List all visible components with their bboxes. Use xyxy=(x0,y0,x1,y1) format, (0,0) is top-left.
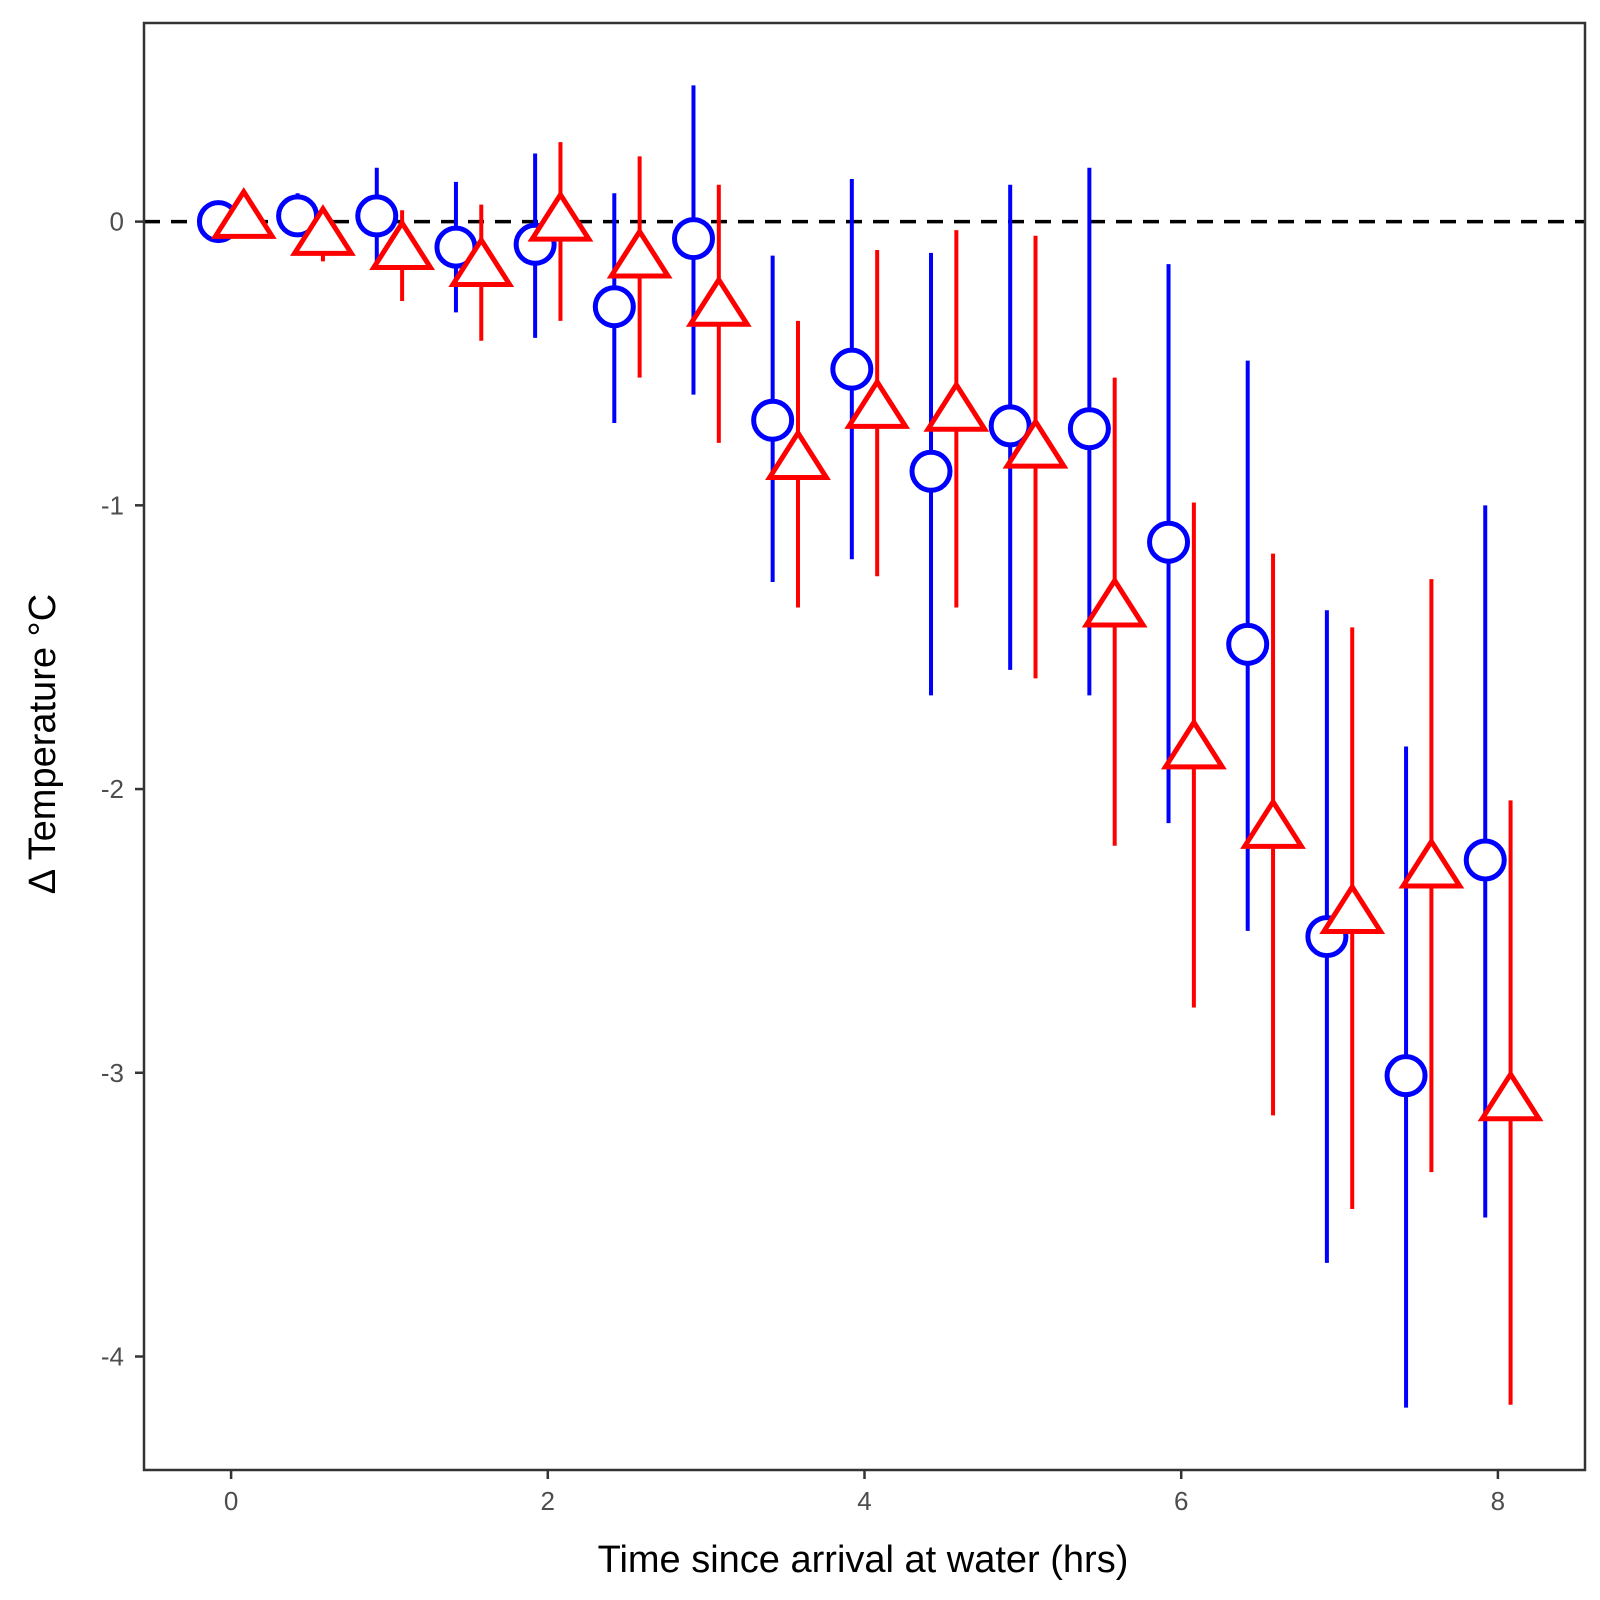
triangle-series xyxy=(210,142,1544,1405)
triangle-series-point-9 xyxy=(923,380,990,432)
y-tick-label: -1 xyxy=(101,490,124,520)
circle-series-point-8 xyxy=(830,347,874,391)
x-tick-label: 8 xyxy=(1491,1486,1505,1516)
axes: 0 2 4 6 8 0 -1 -2 -3 -4 xyxy=(101,21,1587,1516)
circle-series-point-16 xyxy=(1463,838,1507,882)
triangle-series-point-8 xyxy=(844,377,911,429)
circle-series-point-5 xyxy=(592,285,636,329)
x-tick-label: 6 xyxy=(1174,1486,1188,1516)
triangle-series-point-16 xyxy=(1477,1069,1544,1122)
y-tick-label: -2 xyxy=(101,774,124,804)
triangle-series-point-6 xyxy=(685,275,752,327)
y-tick-label: -4 xyxy=(101,1342,124,1372)
circle-series-point-11 xyxy=(1067,407,1111,451)
y-tick-label: 0 xyxy=(110,207,124,237)
circle-series-point-12 xyxy=(1147,520,1191,564)
panel-border xyxy=(142,21,1587,1472)
triangle-series-point-2 xyxy=(369,218,436,271)
x-tick-label: 0 xyxy=(224,1486,238,1516)
triangle-series-point-7 xyxy=(765,428,831,480)
circle-series xyxy=(196,85,1507,1408)
triangle-series-point-3 xyxy=(448,235,515,288)
triangle-series-point-0 xyxy=(210,187,277,239)
triangle-series-point-14 xyxy=(1319,882,1386,934)
triangle-series-point-10 xyxy=(1002,416,1069,469)
triangle-series-point-12 xyxy=(1160,717,1227,770)
triangle-series-point-11 xyxy=(1081,575,1148,628)
triangle-series-point-15 xyxy=(1398,836,1465,889)
circle-series-point-10 xyxy=(988,404,1032,448)
y-tick-label: -3 xyxy=(101,1058,124,1088)
circle-series-point-9 xyxy=(909,449,953,493)
x-axis-title: Time since arrival at water (hrs) xyxy=(598,1539,1129,1581)
x-tick-label: 2 xyxy=(541,1486,555,1516)
triangle-series-point-13 xyxy=(1240,797,1306,849)
triangle-series-point-4 xyxy=(527,189,594,242)
circle-series-point-7 xyxy=(751,398,795,442)
circle-series-point-15 xyxy=(1384,1054,1428,1098)
circle-series-point-2 xyxy=(355,194,399,238)
plot-area xyxy=(144,85,1585,1408)
x-tick-label: 4 xyxy=(857,1486,871,1516)
y-axis-title: Δ Temperature °C xyxy=(22,594,64,894)
triangle-series-point-1 xyxy=(290,204,356,256)
triangle-series-point-5 xyxy=(606,226,673,279)
circle-series-point-6 xyxy=(671,217,715,261)
circle-series-point-13 xyxy=(1226,622,1270,666)
